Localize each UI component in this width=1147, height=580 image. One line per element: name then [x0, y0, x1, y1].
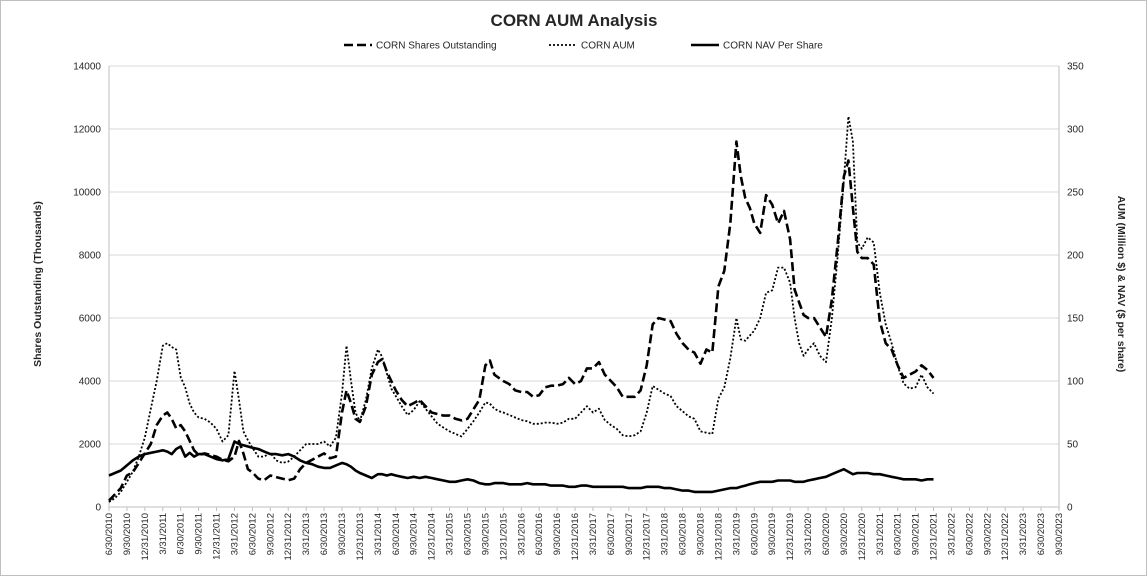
x-tick-label: 12/31/2020 [857, 513, 868, 561]
legend: CORN Shares Outstanding CORN AUM CORN NAV … [344, 41, 823, 52]
x-tick-label: 9/30/2012 [265, 513, 276, 555]
x-tick-label: 9/30/2021 [911, 513, 922, 555]
x-tick-label: 12/31/2014 [427, 513, 438, 561]
x-tick-label: 9/30/2010 [122, 513, 133, 555]
x-tick-label: 6/30/2010 [104, 513, 115, 555]
legend-label: CORN Shares Outstanding [376, 41, 497, 52]
left-axis-label: Shares Outstanding (Thousands) [32, 201, 44, 367]
x-tick-label: 6/30/2018 [678, 513, 689, 555]
series-line-corn-aum [108, 115, 935, 503]
x-tick-label: 6/30/2021 [893, 513, 904, 555]
x-tick-label: 9/30/2014 [409, 513, 420, 555]
x-tick-label: 6/30/2017 [606, 513, 617, 555]
x-tick-label: 6/30/2015 [462, 513, 473, 555]
x-tick-label: 3/31/2016 [516, 513, 527, 555]
x-tick-label: 6/30/2011 [176, 513, 187, 555]
x-tick-label: 12/31/2019 [785, 513, 796, 561]
x-tick-label: 3/31/2018 [660, 513, 671, 555]
legend-label: CORN AUM [581, 41, 635, 52]
right-axis-ticks: 0 50 100 150 200 250 300 350 [1067, 62, 1084, 514]
x-tick-label: 9/30/2022 [982, 513, 993, 555]
left-tick-label: 0 [95, 503, 101, 514]
x-tick-label: 9/30/2016 [552, 513, 563, 555]
legend-label: CORN NAV Per Share [723, 41, 823, 52]
left-tick-label: 6000 [79, 314, 102, 325]
x-tick-label: 6/30/2020 [821, 513, 832, 555]
x-tick-label: 12/31/2022 [1000, 513, 1011, 561]
x-tick-label: 9/30/2023 [1054, 513, 1065, 555]
x-tick-label: 9/30/2011 [194, 513, 205, 555]
series-line-corn-nav-per-share [108, 440, 934, 494]
right-tick-label: 200 [1067, 251, 1084, 262]
x-tick-label: 3/31/2011 [158, 513, 169, 555]
x-tick-label: 6/30/2013 [319, 513, 330, 555]
x-tick-label: 6/30/2012 [247, 513, 258, 555]
x-tick-label: 12/31/2018 [713, 513, 724, 561]
chart-title: CORN AUM Analysis [491, 11, 658, 30]
x-tick-label: 9/30/2019 [767, 513, 778, 555]
x-tick-label: 12/31/2012 [283, 513, 294, 561]
x-tick-label: 12/31/2017 [642, 513, 653, 561]
gridlines [109, 65, 1059, 445]
right-axis-label: AUM (Million $) & NAV ($ per share) [1115, 196, 1127, 373]
x-tick-label: 12/31/2010 [140, 513, 151, 561]
x-tick-label: 12/31/2021 [929, 513, 940, 561]
right-tick-label: 300 [1067, 125, 1084, 136]
x-tick-label: 3/31/2020 [803, 513, 814, 555]
right-tick-label: 0 [1067, 503, 1073, 514]
x-tick-label: 12/31/2016 [570, 513, 581, 561]
x-tick-label: 6/30/2023 [1036, 513, 1047, 555]
x-tick-label: 3/31/2015 [445, 513, 456, 555]
x-tick-label: 9/30/2018 [696, 513, 707, 555]
axes [108, 66, 1060, 508]
x-tick-label: 3/31/2019 [731, 513, 742, 555]
x-tick-label: 9/30/2017 [624, 513, 635, 555]
x-tick-label: 3/31/2023 [1018, 513, 1029, 555]
x-axis-ticks: 6/30/2010 9/30/2010 12/31/2010 3/31/2011 6/3… [104, 507, 1065, 561]
right-tick-label: 100 [1067, 377, 1084, 388]
x-tick-label: 3/31/2013 [301, 513, 312, 555]
right-tick-label: 50 [1067, 440, 1079, 451]
series-lines [108, 115, 935, 503]
left-tick-label: 8000 [79, 251, 102, 262]
x-tick-label: 3/31/2021 [875, 513, 886, 555]
right-tick-label: 150 [1067, 314, 1084, 325]
x-tick-label: 6/30/2022 [964, 513, 975, 555]
left-tick-label: 2000 [79, 440, 102, 451]
x-tick-label: 3/31/2012 [229, 513, 240, 555]
series-line-corn-shares-outstanding [108, 140, 935, 502]
x-tick-label: 3/31/2017 [588, 513, 599, 555]
right-tick-label: 250 [1067, 188, 1084, 199]
x-tick-label: 12/31/2015 [498, 513, 509, 561]
left-tick-label: 10000 [73, 188, 101, 199]
left-tick-label: 12000 [73, 125, 101, 136]
left-tick-label: 4000 [79, 377, 102, 388]
x-tick-label: 3/31/2022 [946, 513, 957, 555]
x-tick-label: 9/30/2013 [337, 513, 348, 555]
x-tick-label: 12/31/2013 [355, 513, 366, 561]
right-tick-label: 350 [1067, 62, 1084, 73]
x-tick-label: 3/31/2014 [373, 513, 384, 555]
x-tick-label: 12/31/2011 [212, 513, 223, 560]
x-tick-label: 6/30/2014 [391, 513, 402, 555]
x-tick-label: 9/30/2020 [839, 513, 850, 555]
x-tick-label: 6/30/2019 [749, 513, 760, 555]
left-tick-label: 14000 [73, 62, 101, 73]
x-tick-label: 9/30/2015 [480, 513, 491, 555]
left-axis-ticks: 0 2000 4000 6000 8000 10000 12000 14000 [73, 62, 101, 514]
x-tick-label: 6/30/2016 [534, 513, 545, 555]
